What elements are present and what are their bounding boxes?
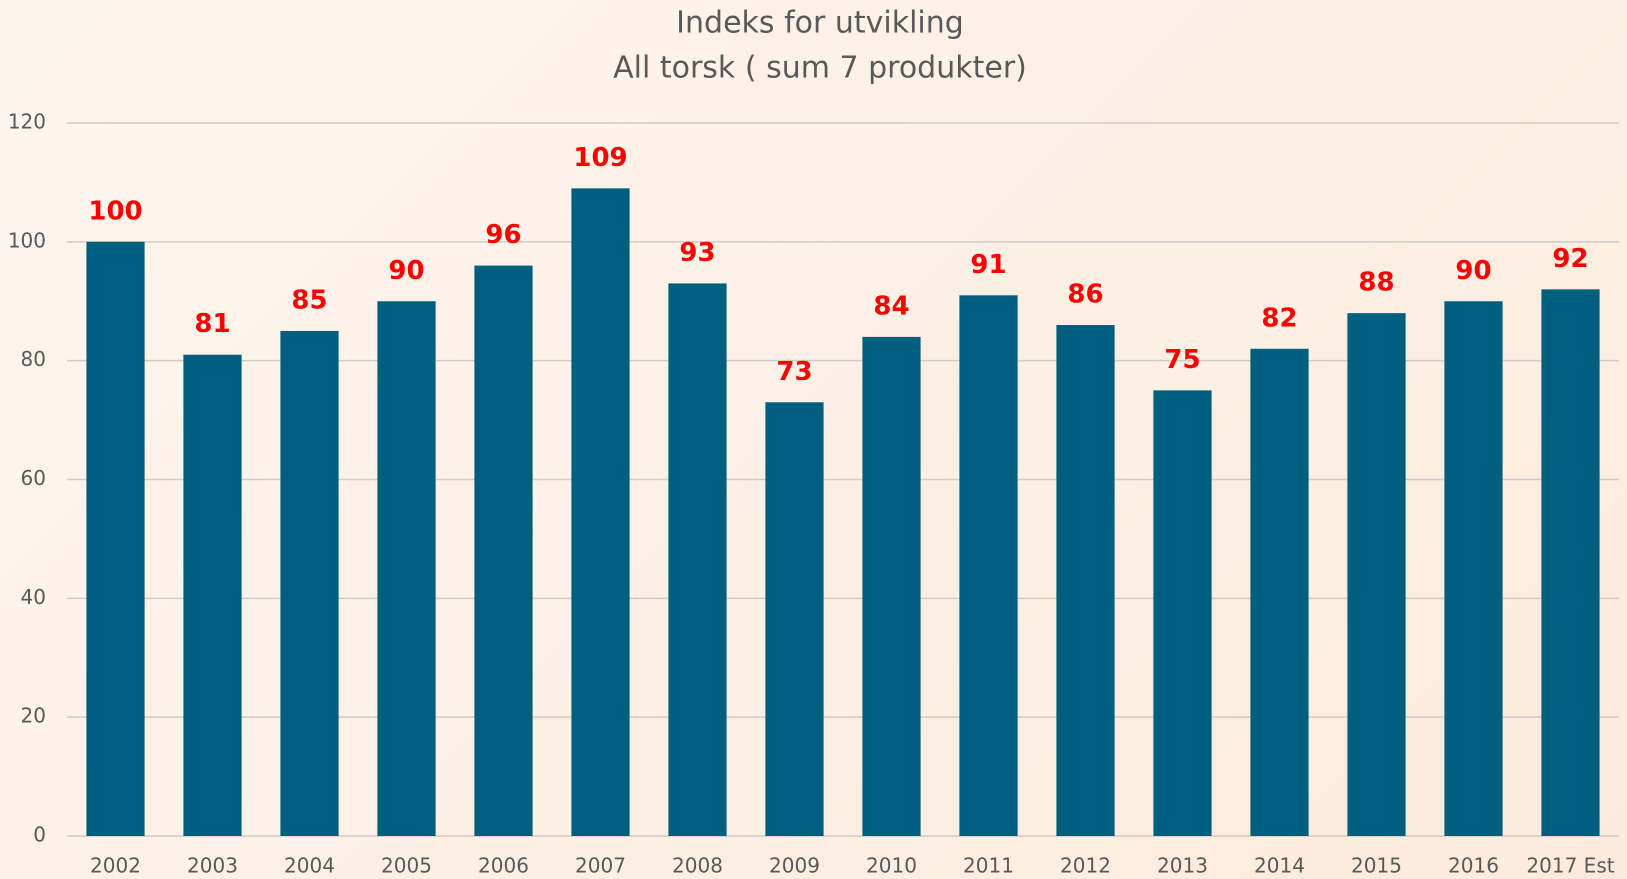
x-tick-label: 2009 bbox=[769, 854, 820, 878]
bar bbox=[571, 188, 630, 836]
value-label: 84 bbox=[873, 291, 909, 321]
bar bbox=[86, 241, 145, 837]
x-tick-label: 2010 bbox=[866, 854, 917, 878]
bar bbox=[668, 283, 727, 836]
x-tick-label: 2014 bbox=[1254, 854, 1305, 878]
bar bbox=[183, 354, 242, 836]
y-tick-label: 40 bbox=[21, 585, 46, 609]
value-label: 91 bbox=[970, 250, 1006, 280]
value-label: 85 bbox=[291, 285, 327, 315]
bar bbox=[1444, 301, 1503, 836]
bar bbox=[765, 402, 824, 836]
value-label: 100 bbox=[88, 196, 142, 226]
x-tick-label: 2007 bbox=[575, 854, 626, 878]
x-tick-label: 2011 bbox=[963, 854, 1014, 878]
x-tick-label: 2012 bbox=[1060, 854, 1111, 878]
x-tick-label: 2008 bbox=[672, 854, 723, 878]
x-tick-label: 2005 bbox=[381, 854, 432, 878]
value-label: 90 bbox=[1455, 256, 1491, 286]
y-tick-label: 120 bbox=[8, 110, 46, 134]
bar bbox=[1541, 289, 1600, 836]
bar bbox=[377, 301, 436, 836]
bar bbox=[1153, 390, 1212, 836]
bar bbox=[862, 336, 921, 836]
y-tick-label: 0 bbox=[33, 823, 46, 847]
x-tick-label: 2002 bbox=[90, 854, 141, 878]
chart-title: Indeks for utvikling bbox=[676, 6, 964, 41]
x-tick-label: 2013 bbox=[1157, 854, 1208, 878]
value-label: 93 bbox=[679, 238, 715, 268]
y-tick-label: 20 bbox=[21, 704, 46, 728]
x-tick-label: 2003 bbox=[187, 854, 238, 878]
y-tick-label: 60 bbox=[21, 466, 46, 490]
y-tick-label: 80 bbox=[21, 347, 46, 371]
value-label: 96 bbox=[485, 220, 521, 250]
bar bbox=[474, 265, 533, 837]
chart-subtitle: All torsk ( sum 7 produkter) bbox=[613, 51, 1027, 86]
value-label: 81 bbox=[194, 309, 230, 339]
bar bbox=[280, 330, 339, 836]
y-tick-label: 100 bbox=[8, 228, 46, 252]
value-label: 109 bbox=[573, 143, 627, 173]
x-tick-label: 2017 Est bbox=[1526, 854, 1614, 878]
value-label: 90 bbox=[388, 256, 424, 286]
x-tick-label: 2015 bbox=[1351, 854, 1402, 878]
value-label: 88 bbox=[1358, 268, 1394, 298]
bar bbox=[959, 295, 1018, 836]
bar bbox=[1250, 348, 1309, 836]
value-label: 75 bbox=[1164, 345, 1200, 375]
value-label: 73 bbox=[776, 357, 812, 387]
x-tick-label: 2016 bbox=[1448, 854, 1499, 878]
bar bbox=[1347, 313, 1406, 837]
value-label: 92 bbox=[1552, 244, 1588, 274]
value-label: 86 bbox=[1067, 280, 1103, 310]
value-label: 82 bbox=[1261, 303, 1297, 333]
x-tick-label: 2006 bbox=[478, 854, 529, 878]
bar bbox=[1056, 325, 1115, 836]
x-tick-label: 2004 bbox=[284, 854, 335, 878]
